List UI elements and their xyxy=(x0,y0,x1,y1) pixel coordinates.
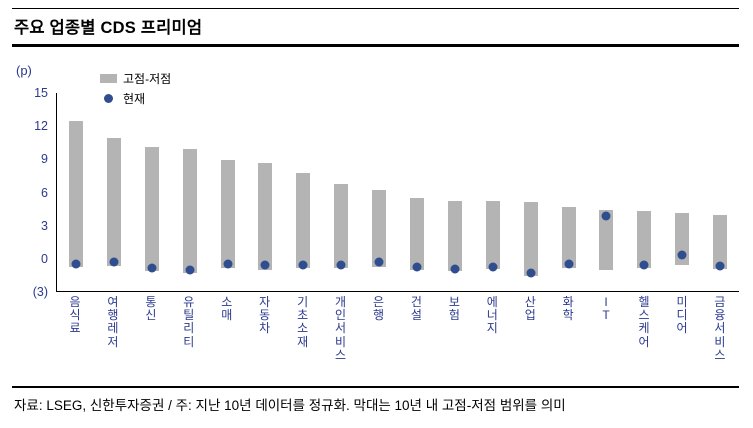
category-label: 건 설 xyxy=(410,295,422,323)
current-dot xyxy=(677,250,687,260)
current-dot xyxy=(109,257,119,267)
x-axis-spacer xyxy=(12,292,56,382)
current-dot xyxy=(639,260,649,270)
category-label: 산 업 xyxy=(524,295,536,323)
chart-header: 주요 업종별 CDS 프리미엄 xyxy=(12,8,739,47)
range-bar xyxy=(334,184,349,268)
category-label: 개 인 서 비 스 xyxy=(335,295,347,362)
y-tick-label: (3) xyxy=(32,285,48,299)
current-dot xyxy=(601,211,611,221)
category-label: 자 동 차 xyxy=(259,295,271,336)
current-dot xyxy=(223,259,232,268)
category-label: 기 초 소 재 xyxy=(297,295,309,349)
range-bar xyxy=(296,173,311,268)
range-bar xyxy=(372,189,387,267)
category-label: 금 융 서 비 스 xyxy=(714,295,726,362)
current-dot-swatch-icon xyxy=(104,93,113,103)
plot-row: 15 12 9 6 3 0 (3) xyxy=(12,86,739,299)
category-label: 보 험 xyxy=(448,295,460,323)
range-bar xyxy=(220,160,235,268)
current-dot xyxy=(488,262,498,272)
legend-item-current: 현재 xyxy=(100,88,171,108)
range-bar xyxy=(258,163,273,271)
category-label: 화 학 xyxy=(562,295,574,323)
range-bar xyxy=(561,207,576,268)
category-label: 에 너 지 xyxy=(486,295,498,336)
current-dot xyxy=(412,262,422,272)
range-bar xyxy=(447,200,462,272)
y-tick-label: 0 xyxy=(41,251,48,266)
category-label: 은 행 xyxy=(372,295,384,323)
range-bar xyxy=(599,209,614,271)
current-dot xyxy=(71,259,81,268)
category-label: 여 행 레 저 xyxy=(107,295,119,349)
category-label: 헬 스 케 어 xyxy=(638,295,650,349)
legend-item-range: 고점-저점 xyxy=(100,68,171,88)
range-bar xyxy=(637,210,652,268)
category-label: 유 틸 리 티 xyxy=(183,295,195,349)
current-dot xyxy=(374,257,384,267)
range-bar xyxy=(713,215,728,269)
range-bar xyxy=(68,120,83,267)
chart-area: (p) 고점-저점 현재 15 12 9 6 3 0 (3) 음 식 료 여 행 레 저 통 신… xyxy=(12,63,739,382)
y-tick-label: 15 xyxy=(34,86,48,100)
y-axis-unit-label: (p) xyxy=(16,63,32,78)
range-bar xyxy=(485,200,500,269)
y-tick-label: 9 xyxy=(41,152,48,167)
y-tick-label: 3 xyxy=(41,218,48,233)
range-bar xyxy=(523,201,538,276)
current-dot xyxy=(185,265,195,275)
category-label: 소 매 xyxy=(221,295,233,323)
legend-range-label: 고점-저점 xyxy=(123,71,172,86)
range-bar xyxy=(182,149,197,274)
current-dot xyxy=(260,260,270,270)
chart-legend: 고점-저점 현재 xyxy=(100,68,171,108)
chart-title: 주요 업종별 CDS 프리미엄 xyxy=(14,19,203,37)
current-dot xyxy=(450,264,460,274)
legend-current-label: 현재 xyxy=(123,91,146,106)
category-label: 통 신 xyxy=(145,295,157,323)
category-label: I T xyxy=(602,295,610,323)
category-label: 음 식 료 xyxy=(69,295,81,336)
y-tick-label: 6 xyxy=(41,185,48,200)
source-note: 자료: LSEG, 신한투자증권 / 주: 지난 10년 데이터를 정규화. 막… xyxy=(14,398,566,413)
range-bar xyxy=(409,197,424,271)
current-dot xyxy=(526,268,536,278)
current-dot xyxy=(298,260,308,270)
range-bar-swatch-icon xyxy=(100,73,117,83)
current-dot xyxy=(564,259,573,268)
current-dot xyxy=(147,263,157,273)
y-tick-label: 12 xyxy=(34,119,48,134)
current-dot xyxy=(715,261,725,271)
range-bar xyxy=(106,138,121,266)
chart-footer: 자료: LSEG, 신한투자증권 / 주: 지난 10년 데이터를 정규화. 막… xyxy=(12,386,739,414)
y-axis: 15 12 9 6 3 0 (3) xyxy=(12,86,56,299)
plot-region xyxy=(56,93,739,292)
current-dot xyxy=(336,260,346,270)
range-bar xyxy=(144,146,159,272)
category-label: 미 디 어 xyxy=(676,295,688,336)
